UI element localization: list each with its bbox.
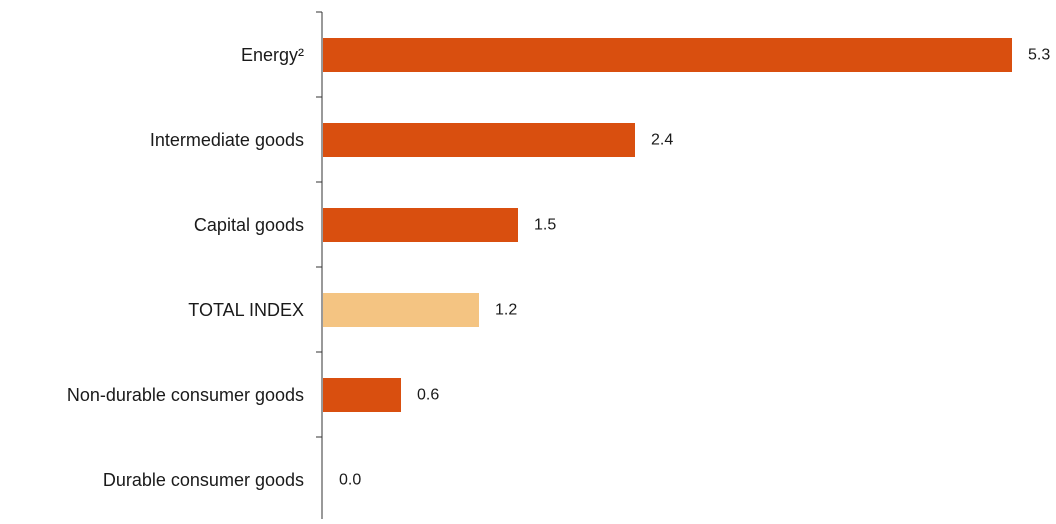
category-label: Intermediate goods: [150, 130, 304, 150]
value-label: 0.6: [417, 387, 439, 404]
category-label: TOTAL INDEX: [188, 300, 304, 320]
category-label: Durable consumer goods: [103, 470, 304, 490]
value-label: 0.0: [339, 472, 361, 489]
category-label: Non-durable consumer goods: [67, 385, 304, 405]
bar: [323, 293, 479, 327]
bar: [323, 378, 401, 412]
bar: [323, 38, 1012, 72]
category-label: Capital goods: [194, 215, 304, 235]
bar: [323, 208, 518, 242]
value-label: 2.4: [651, 132, 673, 149]
bar: [323, 123, 635, 157]
value-label: 1.5: [534, 217, 556, 234]
value-label: 1.2: [495, 302, 517, 319]
category-label: Energy²: [241, 45, 304, 65]
value-label: 5.3: [1028, 47, 1050, 64]
